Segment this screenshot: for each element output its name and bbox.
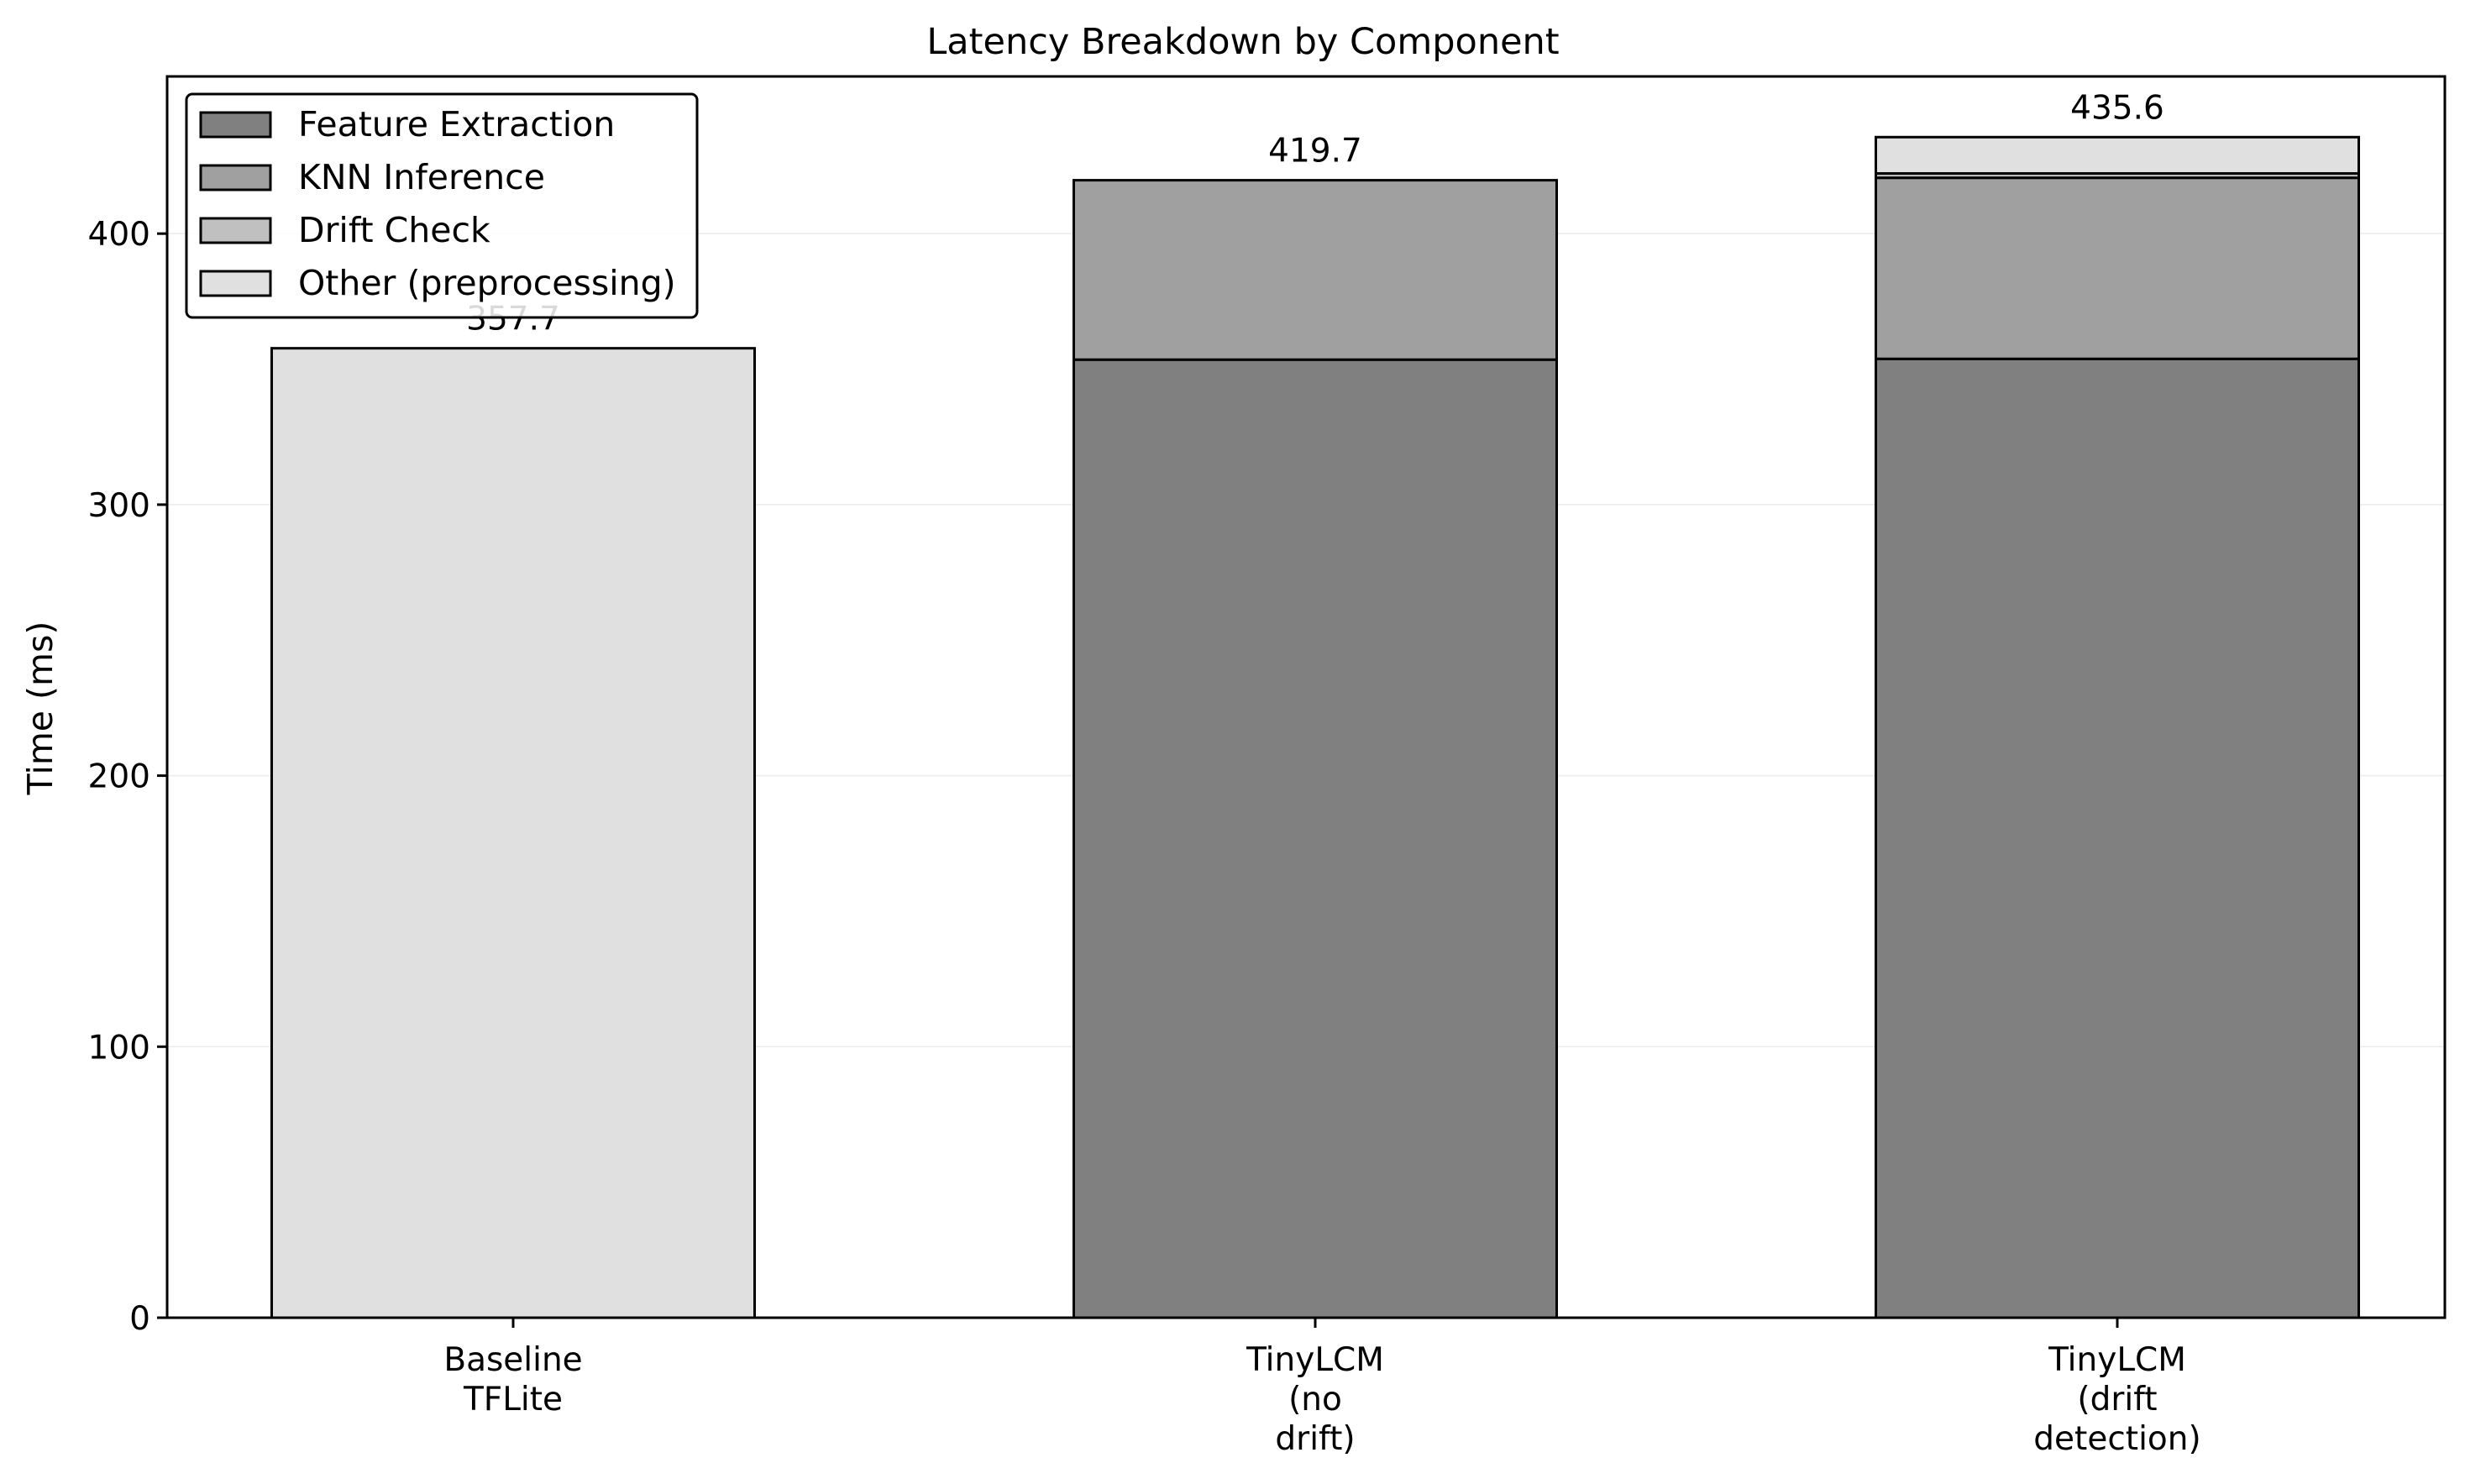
x-tick-label: TinyLCM (no drift) [1246, 1341, 1384, 1458]
legend-box [185, 92, 699, 319]
y-tick-label: 100 [88, 1029, 150, 1067]
legend-label: Other (preprocessing) [298, 263, 676, 303]
x-tick-label: Baseline TFLite [443, 1341, 582, 1418]
legend: Feature Extraction KNN Inference Drift Che… [185, 92, 699, 319]
total-label: 419.7 [1268, 133, 1362, 170]
chart-title: Latency Breakdown by Component [926, 21, 1559, 63]
y-axis-label: Time (ms) [20, 621, 60, 796]
bar-segment [1875, 135, 2360, 176]
x-axis: Baseline TFLite TinyLCM (no drift) TinyLCM (dr… [443, 1318, 2201, 1458]
plot-frame [165, 75, 2447, 1319]
legend-swatch [199, 217, 272, 244]
y-tick-label: 0 [129, 1300, 150, 1338]
legend-swatch [199, 111, 272, 139]
legend-label: Drift Check [298, 210, 490, 250]
bar-segment [270, 347, 756, 1319]
y-tick-label: 400 [88, 216, 150, 254]
bar-segment [1073, 358, 1558, 1319]
bar-segment [1875, 357, 2360, 1319]
legend-label: KNN Inference [298, 157, 545, 197]
legend-swatch [199, 270, 272, 297]
total-label: 435.6 [2070, 89, 2164, 127]
legend-swatch [199, 164, 272, 191]
y-axis: 0 100 200 300 400 [88, 216, 167, 1338]
x-tick-label: TinyLCM (drift detection) [2033, 1341, 2200, 1458]
bars [270, 135, 2360, 1319]
y-tick-label: 300 [88, 487, 150, 525]
y-tick-label: 200 [88, 758, 150, 796]
legend-label: Feature Extraction [298, 104, 615, 144]
bar-segment [1073, 179, 1558, 361]
bar-segment [1875, 176, 2360, 360]
